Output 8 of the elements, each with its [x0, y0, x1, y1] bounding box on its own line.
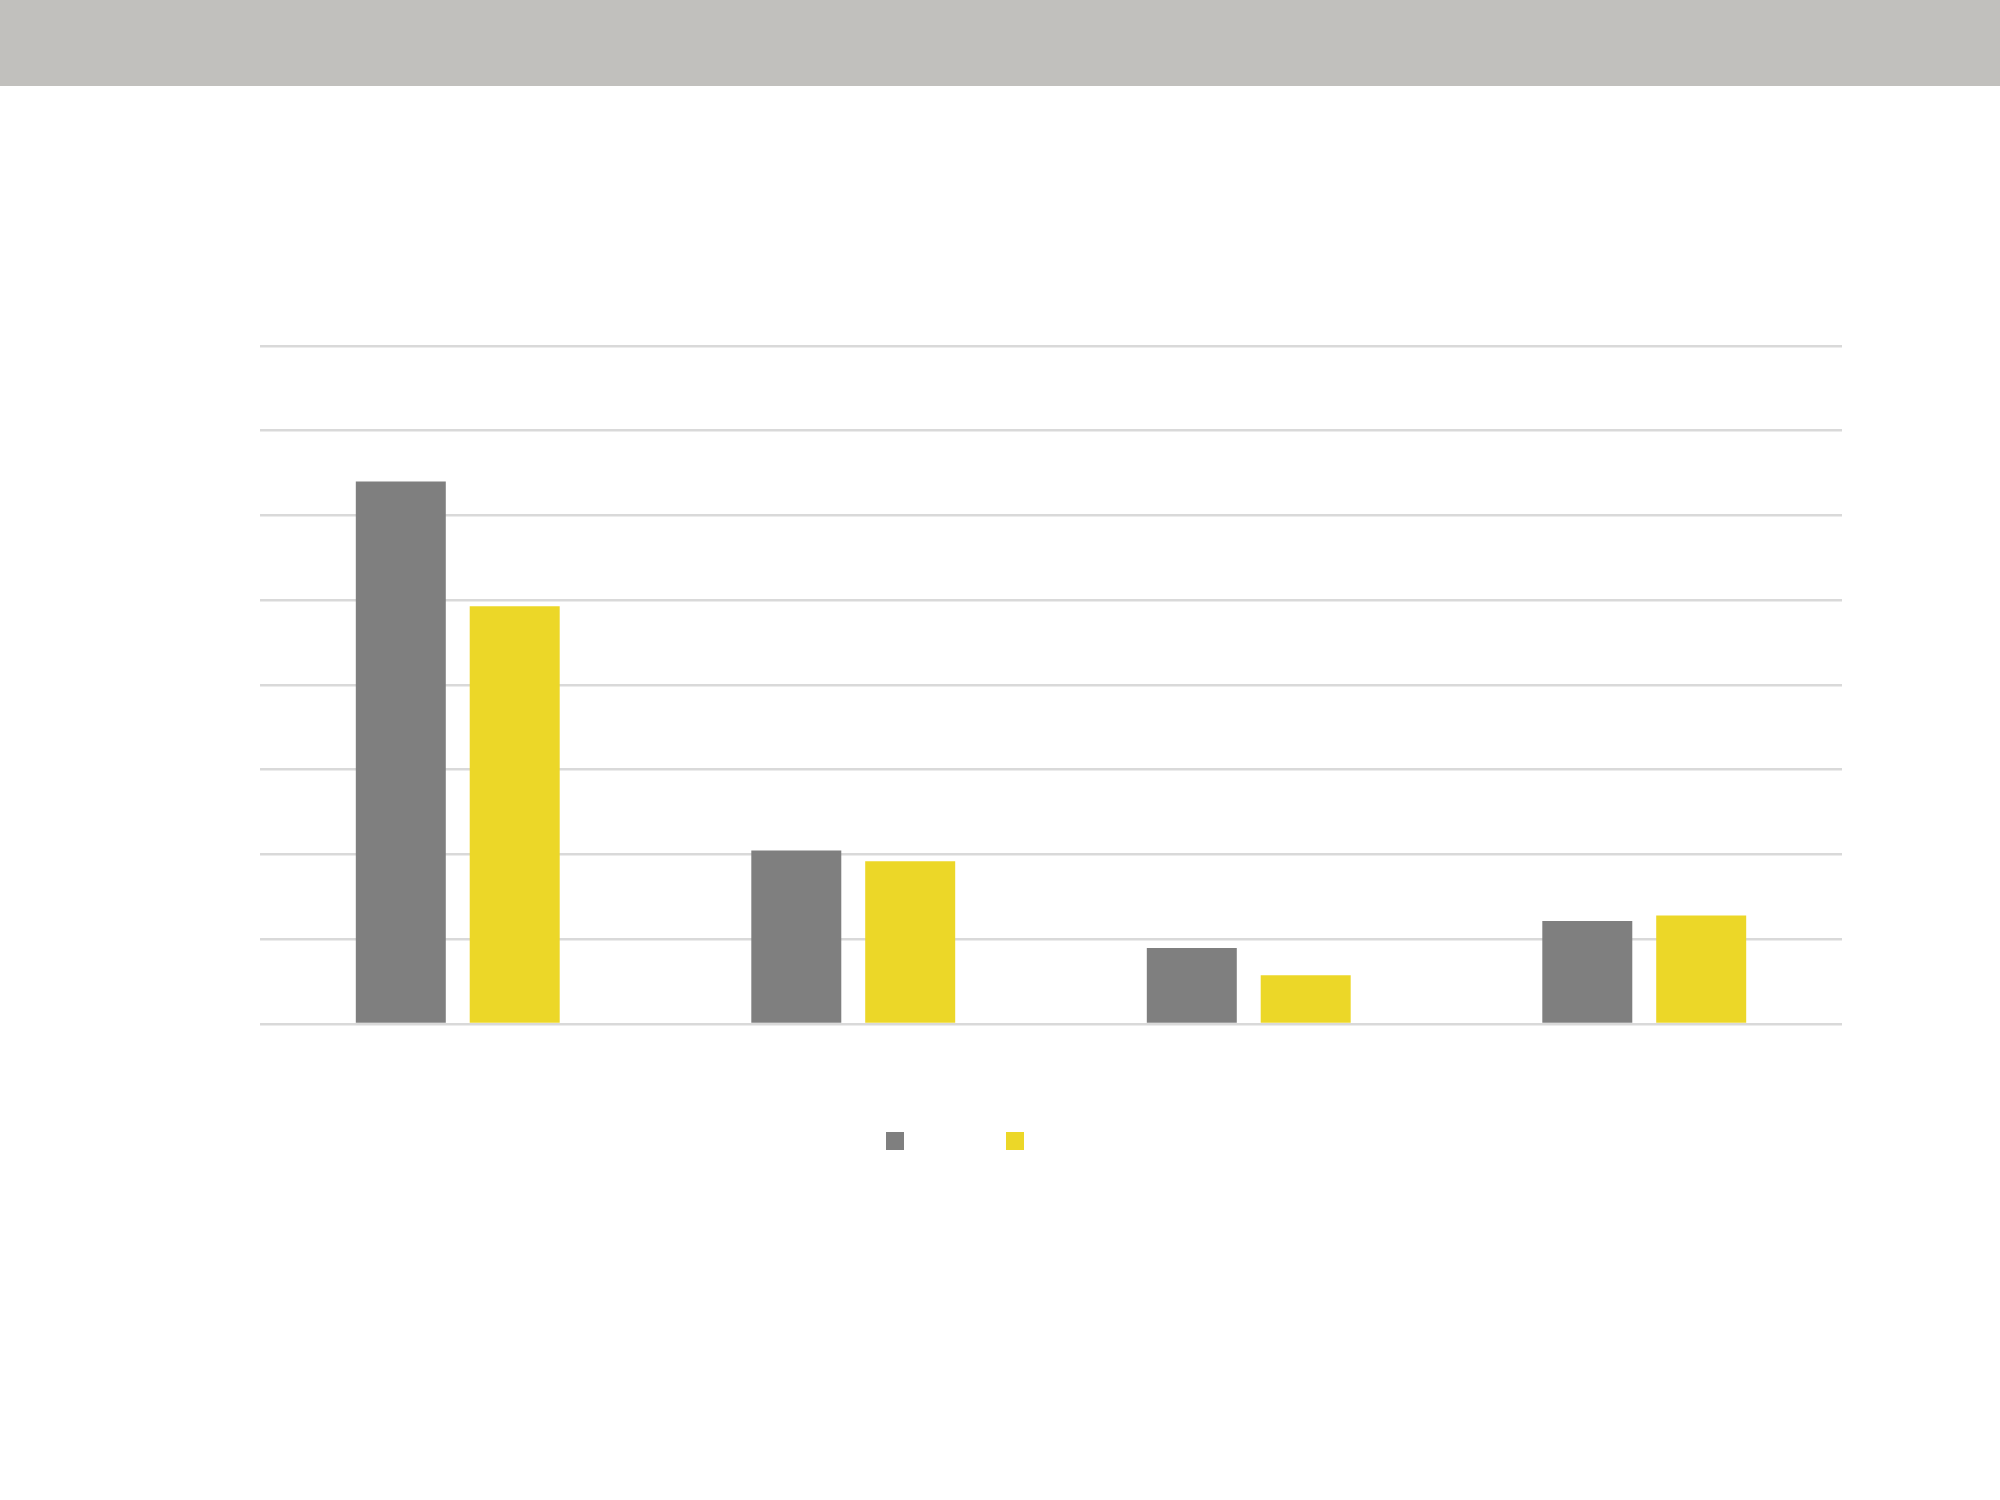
bar: [1146, 948, 1237, 1023]
bar: [1260, 975, 1351, 1023]
bar: [469, 606, 560, 1023]
bar: [1656, 915, 1747, 1023]
bar: [1542, 920, 1633, 1023]
bar: [355, 481, 446, 1023]
bar: [751, 850, 842, 1023]
bar: [865, 861, 956, 1023]
